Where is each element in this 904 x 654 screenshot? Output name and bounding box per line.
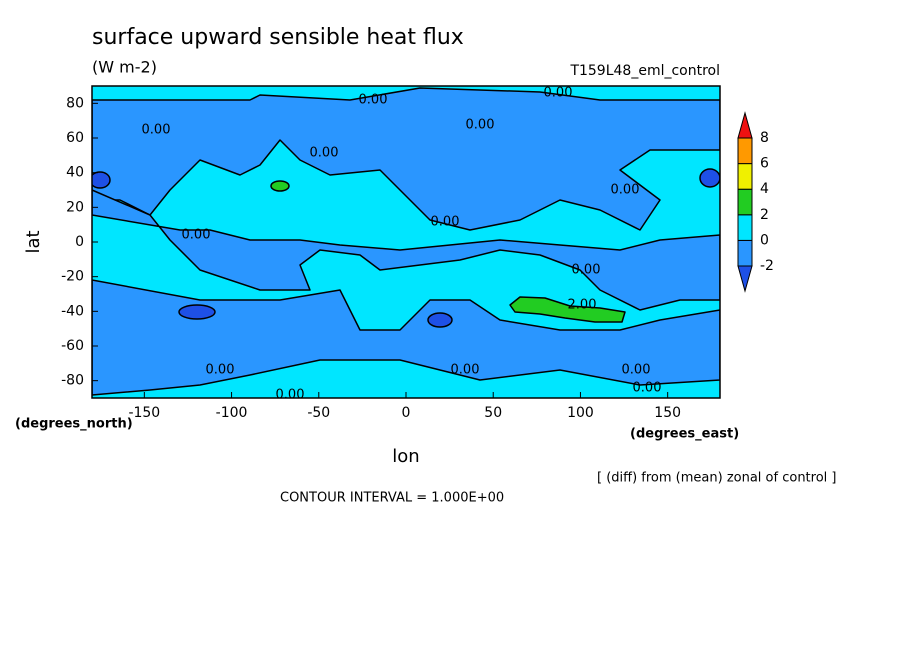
x-tick-label: 150	[654, 405, 681, 421]
run-label: T159L48_eml_control	[569, 63, 720, 79]
y-units: (degrees_north)	[15, 417, 133, 432]
y-tick-label: -60	[61, 338, 84, 354]
x-axis-label: lon	[392, 446, 419, 467]
contour-label: 0.00	[310, 146, 339, 161]
y-tick-label: 0	[75, 234, 84, 250]
colorbar-label: -2	[760, 258, 774, 274]
contour-label: 2.00	[568, 298, 597, 313]
contour-field	[92, 86, 720, 398]
contour-label: 0.00	[544, 86, 573, 101]
colorbar-under	[737, 265, 753, 293]
x-tick-label: -50	[307, 405, 330, 421]
contour-label: 0.00	[276, 388, 305, 403]
y-axis-label: lat	[23, 230, 44, 253]
contour-label: 0.00	[182, 228, 211, 243]
field-region	[92, 279, 720, 396]
colorbar-label: 8	[760, 130, 769, 146]
y-tick-label: -80	[61, 373, 84, 389]
y-tick-label: 80	[66, 95, 84, 111]
contour-label: 0.00	[466, 118, 495, 133]
field-region	[427, 312, 453, 328]
x-units: (degrees_east)	[630, 427, 739, 442]
colorbar-box	[737, 239, 753, 267]
field-region	[92, 87, 720, 231]
contour-interval: CONTOUR INTERVAL = 1.000E+00	[280, 491, 504, 506]
contour-label: 0.00	[142, 123, 171, 138]
colorbar-label: 4	[760, 181, 769, 197]
units: (W m-2)	[92, 58, 157, 77]
colorbar-box	[737, 163, 753, 190]
y-tick-label: 20	[66, 199, 84, 215]
contour-label: 0.00	[572, 263, 601, 278]
colorbar-over	[737, 111, 753, 139]
colorbar-label: 2	[760, 207, 769, 223]
field-region	[92, 171, 111, 189]
x-tick-label: 50	[484, 405, 502, 421]
chart-title: surface upward sensible heat flux	[92, 25, 464, 50]
y-tick-label: -20	[61, 269, 84, 285]
contour-label: 0.00	[622, 363, 651, 378]
y-tick-label: 40	[66, 165, 84, 181]
colorbar-box	[737, 188, 753, 216]
colorbar-box	[737, 214, 753, 241]
colorbar-label: 0	[760, 232, 769, 248]
x-tick-label: 0	[402, 405, 411, 421]
field-region	[699, 168, 720, 188]
x-tick-label: -100	[216, 405, 248, 421]
field-region	[92, 189, 720, 311]
contour-label: 0.00	[431, 215, 460, 230]
contour-label: 0.00	[633, 381, 662, 396]
field-region	[270, 180, 290, 192]
y-tick-label: 60	[66, 130, 84, 146]
contour-label: 0.00	[611, 183, 640, 198]
field-region	[509, 296, 626, 323]
y-tick-label: -40	[61, 303, 84, 319]
colorbar-label: 6	[760, 156, 769, 172]
contour-label: 0.00	[451, 363, 480, 378]
contour-label: 0.00	[359, 93, 388, 108]
x-tick-label: -150	[128, 405, 160, 421]
note: [ (diff) from (mean) zonal of control ]	[597, 471, 836, 486]
field-region	[178, 304, 216, 320]
colorbar-box	[737, 137, 753, 165]
x-tick-label: 100	[567, 405, 594, 421]
contour-label: 0.00	[206, 363, 235, 378]
